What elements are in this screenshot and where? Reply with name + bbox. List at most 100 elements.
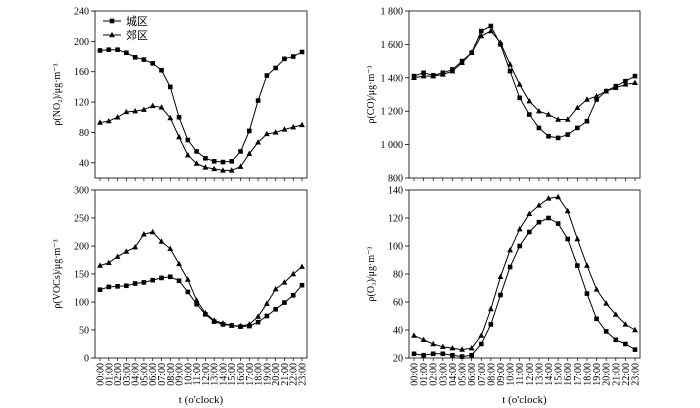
x-tick-label: 08:00 (166, 363, 177, 386)
series-line (99, 276, 303, 328)
data-point (114, 253, 121, 259)
data-point (593, 286, 600, 292)
data-point (159, 275, 164, 281)
x-tick-label: 00:00 (96, 363, 107, 386)
data-point (536, 125, 542, 131)
data-point (584, 291, 590, 296)
series-square (97, 274, 305, 329)
x-tick-label: 04:00 (448, 363, 459, 386)
data-point (264, 313, 270, 319)
y-tick-label: 250 (74, 214, 89, 225)
data-point (255, 313, 261, 319)
data-point (228, 167, 235, 173)
data-point (273, 306, 278, 312)
data-point (246, 150, 253, 156)
data-point (497, 39, 504, 45)
data-point (150, 61, 155, 66)
data-point (564, 116, 571, 122)
data-point (411, 332, 417, 338)
data-point (536, 202, 542, 208)
x-tick-label: 10:00 (506, 363, 517, 386)
data-point (632, 326, 638, 333)
data-point (263, 130, 270, 137)
data-point (229, 159, 235, 164)
x-tick-label: 09:00 (496, 363, 507, 386)
data-point (488, 322, 494, 327)
series-triangle (97, 102, 305, 173)
data-point (565, 236, 571, 242)
x-tick-label: 22:00 (289, 363, 300, 386)
y-tick-label: 80 (79, 128, 89, 139)
y-axis-label: ρ(CO)/μg·m⁻³ (366, 65, 377, 123)
data-point (478, 332, 485, 338)
data-point (141, 280, 147, 285)
data-point (290, 54, 296, 59)
y-tick-label: 100 (388, 242, 403, 253)
data-point (273, 65, 278, 71)
x-tick-label: 13:00 (210, 363, 221, 386)
data-point (507, 68, 513, 74)
data-point (158, 238, 165, 244)
data-point (527, 112, 532, 117)
data-point (149, 228, 156, 235)
x-axis-label: t (o'clock) (179, 394, 224, 406)
x-tick-label: 16:00 (563, 363, 574, 386)
x-tick-label: 13:00 (534, 363, 545, 386)
x-tick-label: 16:00 (236, 363, 247, 386)
data-point (105, 117, 112, 124)
data-point (594, 316, 599, 322)
x-tick-label: 03:00 (122, 363, 133, 386)
data-point (507, 247, 513, 253)
data-point (97, 119, 103, 125)
data-point (97, 262, 103, 268)
y-tick-label: 120 (388, 214, 403, 225)
x-tick-label: 07:00 (477, 363, 488, 386)
data-point (123, 248, 130, 254)
chart-o3: 20 40 60 80 100 120 140 00:0001:0002:0003:0004:… (366, 186, 642, 407)
data-point (299, 263, 305, 269)
data-point (420, 72, 427, 79)
data-point (211, 159, 217, 164)
data-point (555, 221, 561, 226)
data-point (238, 149, 243, 154)
data-point (124, 283, 129, 289)
data-point (584, 262, 590, 268)
x-tick-label: 01:00 (104, 363, 115, 386)
data-point (264, 73, 270, 78)
x-tick-label: 05:00 (139, 363, 150, 386)
data-point (282, 56, 287, 62)
x-tick-label: 22:00 (621, 363, 632, 386)
data-point (193, 160, 200, 166)
data-point (613, 337, 619, 343)
data-point (185, 137, 191, 143)
x-axis-label: t (o'clock) (502, 394, 547, 406)
data-point (176, 278, 182, 284)
data-point (555, 193, 562, 200)
x-tick-label: 01:00 (419, 363, 430, 386)
x-tick-label: 11:00 (515, 363, 526, 385)
data-point (115, 284, 120, 289)
data-point (203, 155, 208, 161)
series-line (413, 25, 636, 139)
data-point (158, 104, 165, 110)
data-point (526, 210, 533, 216)
data-point (545, 111, 552, 117)
x-tick-label: 06:00 (148, 363, 159, 386)
y-tick-label: 40 (393, 326, 403, 337)
data-point (211, 165, 218, 172)
data-point (159, 67, 164, 73)
data-point (612, 84, 619, 91)
data-point (184, 276, 191, 282)
data-point (430, 340, 437, 347)
data-point (430, 72, 437, 79)
y-axis-label: ρ(VOCs)/μg·m⁻³ (52, 239, 63, 308)
data-point (281, 279, 288, 285)
x-tick-label: 23:00 (298, 363, 309, 386)
y-tick-label: 40 (79, 158, 89, 169)
data-point (459, 59, 465, 65)
data-point (105, 259, 112, 265)
data-point (516, 226, 523, 232)
y-tick-label: 240 (74, 7, 89, 18)
data-point (220, 167, 226, 173)
